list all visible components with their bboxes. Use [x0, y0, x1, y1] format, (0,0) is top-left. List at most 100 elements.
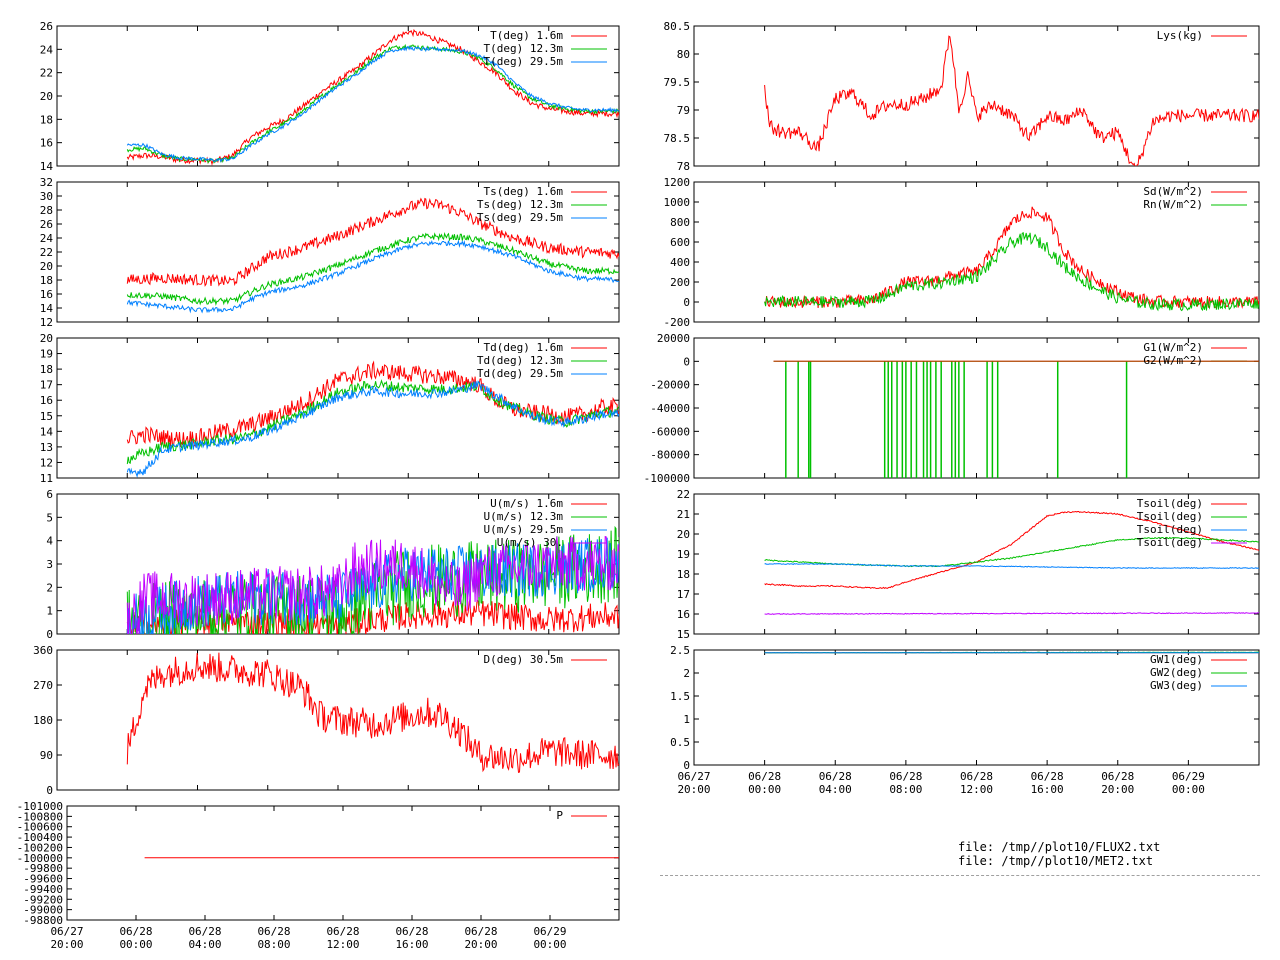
ytick-label: 17 [40, 379, 53, 392]
xtick-label-time: 00:00 [748, 783, 781, 796]
legend-label: U(m/s) 29.5m [484, 523, 564, 536]
series-line [126, 43, 619, 164]
ytick-label: 0 [46, 628, 53, 641]
ytick-label: 24 [40, 43, 54, 56]
plot-frame-wind_dir [56, 649, 620, 791]
ytick-label: 16 [40, 394, 53, 407]
ytick-label: 1200 [664, 176, 691, 189]
xtick-label-date: 06/29 [533, 925, 566, 938]
ytick-label: 90 [40, 749, 53, 762]
legend-label: U(m/s) 12.3m [484, 510, 564, 523]
plot-frame-pressure [66, 805, 620, 921]
xtick-label-date: 06/27 [50, 925, 83, 938]
ytick-label: -100800 [17, 810, 63, 823]
ytick-label: 12 [40, 456, 53, 469]
ytick-label: 20000 [657, 332, 690, 345]
legend-label: U(m/s) 30. [497, 536, 563, 549]
ytick-label: 79.5 [664, 76, 691, 89]
legend-label: T(deg) 29.5m [484, 55, 564, 68]
ytick-label: 400 [670, 256, 690, 269]
ytick-label: 3 [46, 558, 53, 571]
ytick-label: -99000 [23, 904, 63, 917]
series-line [764, 35, 1259, 166]
series-line [126, 380, 619, 478]
series-line [764, 206, 1259, 309]
ytick-label: 600 [670, 236, 690, 249]
ytick-label: 18 [40, 274, 53, 287]
series-line [126, 231, 619, 306]
ytick-label: 19 [677, 548, 690, 561]
ytick-label: -99200 [23, 893, 63, 906]
ytick-label: -100600 [17, 821, 63, 834]
ytick-label: 0.5 [670, 736, 690, 749]
ytick-label: 1.5 [670, 690, 690, 703]
ytick-label: 22 [677, 488, 690, 501]
xtick-label-date: 06/28 [889, 770, 922, 783]
ytick-label: 2 [683, 667, 690, 680]
ytick-label: 0 [683, 759, 690, 772]
legend-label: Td(deg) 12.3m [477, 354, 563, 367]
ytick-label: -100000 [644, 472, 690, 485]
series-line [126, 28, 619, 166]
ytick-label: 0 [683, 355, 690, 368]
xtick-label-date: 06/28 [464, 925, 497, 938]
xtick-label-date: 06/28 [257, 925, 290, 938]
legend-label: P [556, 809, 563, 822]
ytick-label: 0 [683, 296, 690, 309]
ytick-label: 20 [677, 528, 690, 541]
xtick-label-time: 00:00 [533, 938, 566, 951]
ytick-label: 6 [46, 488, 53, 501]
ytick-label: 16 [677, 608, 690, 621]
ytick-label: 5 [46, 511, 53, 524]
series-line [126, 197, 619, 287]
legend-label: Td(deg) 1.6m [484, 341, 564, 354]
xtick-label-date: 06/28 [819, 770, 852, 783]
ytick-label: 16 [40, 288, 53, 301]
ytick-label: 78.5 [664, 132, 691, 145]
ytick-label: -20000 [650, 379, 690, 392]
ytick-label: -99400 [23, 883, 63, 896]
ytick-label: 19 [40, 348, 53, 361]
xtick-label-time: 12:00 [960, 783, 993, 796]
series-line [764, 232, 1259, 312]
file-label-flux: file: /tmp//plot10/FLUX2.txt [958, 840, 1161, 854]
series-line [764, 563, 1259, 569]
ytick-label: 800 [670, 216, 690, 229]
ytick-label: -101000 [17, 800, 63, 813]
ytick-label: 32 [40, 176, 53, 189]
ytick-label: 18 [40, 363, 53, 376]
ytick-label: 4 [46, 535, 53, 548]
legend-label: G2(W/m^2) [1143, 354, 1203, 367]
ytick-label: 14 [40, 425, 54, 438]
legend-label: Tsoil(deg) [1137, 510, 1203, 523]
series-line [764, 510, 1259, 590]
xtick-label-date: 06/29 [1172, 770, 1205, 783]
divider-line [660, 875, 1260, 876]
xtick-label-time: 20:00 [1101, 783, 1134, 796]
ytick-label: 15 [40, 410, 53, 423]
ytick-label: -80000 [650, 449, 690, 462]
ytick-label: 12 [40, 316, 53, 329]
ytick-label: 1 [683, 713, 690, 726]
xtick-label-time: 20:00 [50, 938, 83, 951]
legend-label: Tsoil(deg) [1137, 523, 1203, 536]
ytick-label: 24 [40, 232, 54, 245]
ytick-label: 270 [33, 679, 53, 692]
series-line [126, 360, 619, 448]
legend-label: Ts(deg) 29.5m [477, 211, 563, 224]
ytick-label: 22 [40, 246, 53, 259]
file-label-met: file: /tmp//plot10/MET2.txt [958, 854, 1154, 868]
xtick-label-time: 08:00 [889, 783, 922, 796]
xtick-label-time: 16:00 [1031, 783, 1064, 796]
plot-frame-lysimeter [693, 25, 1260, 167]
ytick-label: -100200 [17, 841, 63, 854]
series-line [126, 239, 619, 314]
ytick-label: 2.5 [670, 644, 690, 657]
ytick-label: 80 [677, 48, 690, 61]
xtick-label-time: 04:00 [819, 783, 852, 796]
ytick-label: 18 [677, 568, 690, 581]
xtick-label-time: 00:00 [1172, 783, 1205, 796]
legend-label: GW1(deg) [1150, 653, 1203, 666]
series-line [126, 45, 619, 163]
legend-label: Tsoil(deg) [1137, 536, 1203, 549]
